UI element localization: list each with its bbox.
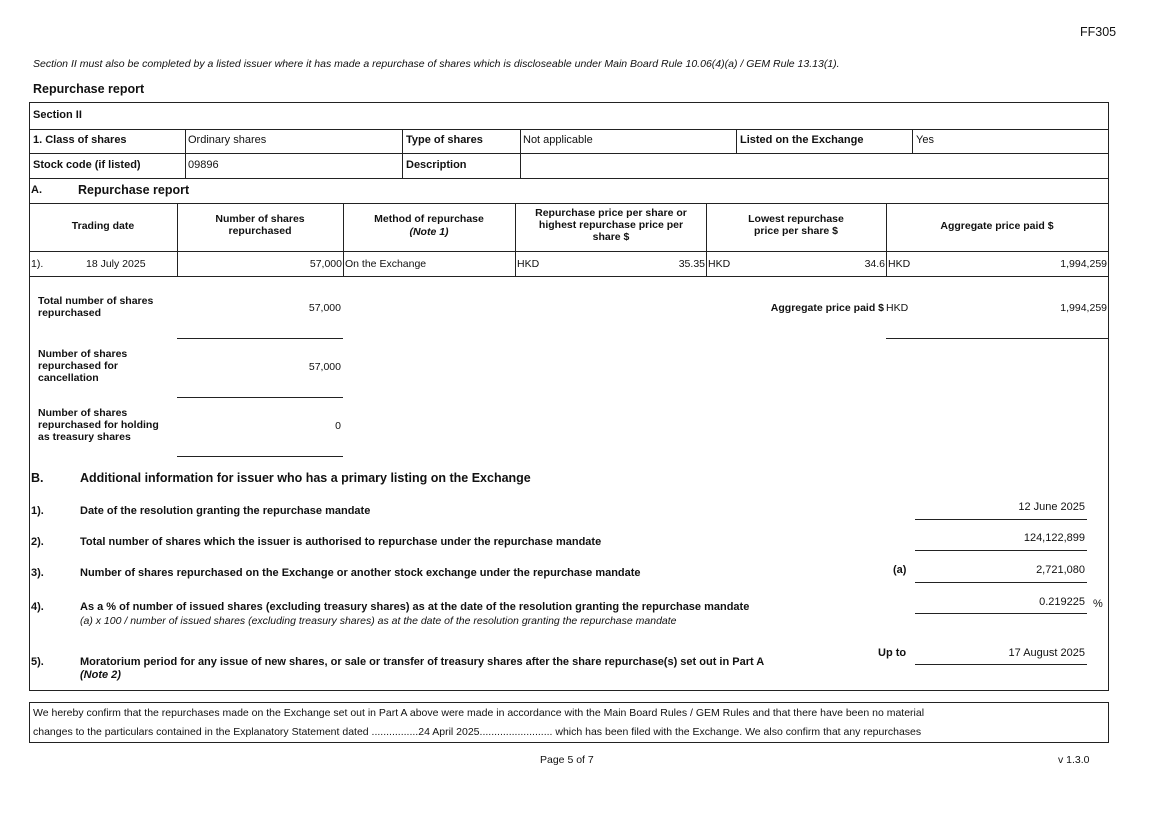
row-high-price: 35.35 <box>678 258 705 270</box>
resolution-date-value: 12 June 2025 <box>1018 501 1085 513</box>
b-item-text: As a % of number of issued shares (exclu… <box>80 601 750 613</box>
row-method: On the Exchange <box>345 258 427 270</box>
class-value: Ordinary shares <box>188 134 267 146</box>
listed-label: Listed on the Exchange <box>740 134 864 146</box>
report-title: Repurchase report <box>33 82 145 96</box>
row-index: 1). <box>31 258 44 270</box>
part-a-title: Repurchase report <box>78 183 190 197</box>
marker-a: (a) <box>893 564 907 576</box>
confirmation-line-2: changes to the particulars contained in … <box>33 726 922 738</box>
type-value: Not applicable <box>523 134 593 146</box>
row-aggregate: 1,994,259 <box>1060 258 1107 270</box>
header-method: Method of repurchase <box>374 213 484 225</box>
description-label: Description <box>406 159 467 171</box>
part-b-letter: B. <box>31 471 44 485</box>
header-aggregate: Aggregate price paid $ <box>940 220 1054 232</box>
section-ii-box <box>29 102 1109 691</box>
stock-label: Stock code (if listed) <box>33 159 141 171</box>
confirmation-box <box>29 702 1109 743</box>
confirmation-line-1: We hereby confirm that the repurchases m… <box>33 707 925 719</box>
b-item-index: 2). <box>31 536 44 548</box>
row-agg-currency: HKD <box>888 258 911 270</box>
moratorium-date-value: 17 August 2025 <box>1008 647 1085 659</box>
page-number: Page 5 of 7 <box>540 754 594 766</box>
b-item-subtext: (Note 2) <box>80 669 121 681</box>
type-label: Type of shares <box>406 134 483 146</box>
row-low-price: 34.6 <box>864 258 885 270</box>
section-title: Section II <box>33 109 82 121</box>
repurchased-under-mandate-value: 2,721,080 <box>1036 564 1085 576</box>
treasury-value: 0 <box>335 420 341 432</box>
agg-total-value: 1,994,259 <box>1060 302 1107 314</box>
b-item-index: 5). <box>31 656 44 668</box>
cancel-label: Number of shares repurchased for cancell… <box>38 348 128 384</box>
cancel-value: 57,000 <box>308 361 341 373</box>
b-item-text: Date of the resolution granting the repu… <box>80 505 371 517</box>
b-item-text: Moratorium period for any issue of new s… <box>80 656 765 668</box>
form-code: FF305 <box>1080 25 1117 39</box>
b-item-text: Number of shares repurchased on the Exch… <box>80 567 641 579</box>
b-item-index: 1). <box>31 505 44 517</box>
percent-unit: % <box>1093 598 1103 610</box>
class-label: 1. Class of shares <box>33 134 127 146</box>
row-low-currency: HKD <box>708 258 731 270</box>
agg-total-label: Aggregate price paid $ <box>770 302 884 314</box>
version: v 1.3.0 <box>1058 754 1090 766</box>
header-lowest-price: Lowest repurchase price per share $ <box>748 213 844 237</box>
b-item-index: 3). <box>31 567 44 579</box>
authorised-shares-value: 124,122,899 <box>1023 532 1085 544</box>
total-label: Total number of shares repurchased <box>38 295 154 319</box>
percentage-value: 0.219225 <box>1039 596 1085 608</box>
treasury-label: Number of shares repurchased for holding… <box>38 407 159 443</box>
b-item-index: 4). <box>31 601 44 613</box>
row-number: 57,000 <box>309 258 342 270</box>
stock-value: 09896 <box>188 159 219 171</box>
header-method-note: (Note 1) <box>409 226 449 238</box>
marker-up-to: Up to <box>878 647 907 659</box>
header-trading-date: Trading date <box>71 220 135 232</box>
part-b-title: Additional information for issuer who ha… <box>80 471 531 485</box>
row-date: 18 July 2025 <box>86 258 146 270</box>
agg-total-currency: HKD <box>886 302 909 314</box>
intro-note: Section II must also be completed by a l… <box>33 58 840 70</box>
total-value: 57,000 <box>308 302 341 314</box>
header-highest-price: Repurchase price per share or highest re… <box>535 207 687 243</box>
row-high-currency: HKD <box>517 258 540 270</box>
b-item-subtext: (a) x 100 / number of issued shares (exc… <box>80 615 677 627</box>
part-a-letter: A. <box>31 184 42 196</box>
listed-value: Yes <box>916 134 934 146</box>
header-number-repurchased: Number of shares repurchased <box>215 213 305 237</box>
b-item-text: Total number of shares which the issuer … <box>80 536 602 548</box>
